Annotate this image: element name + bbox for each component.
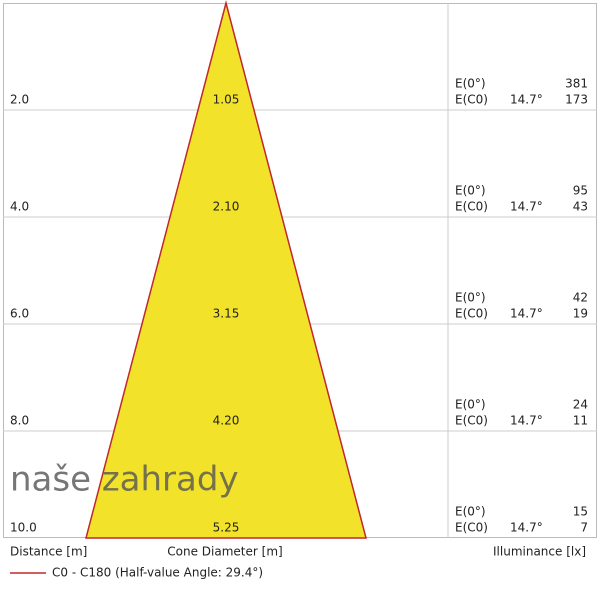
distance: 4.0	[10, 200, 29, 214]
footer-illuminance: Illuminance [lx]	[493, 545, 586, 559]
e0-label: E(0°)	[455, 77, 486, 91]
e0-label: E(0°)	[455, 505, 486, 519]
e0-label: E(0°)	[455, 184, 486, 198]
distance: 10.0	[10, 521, 37, 535]
ec0-label: E(C0)	[455, 521, 488, 535]
e0-value: 42	[573, 291, 588, 305]
angle: 14.7°	[510, 414, 543, 428]
diameter: 4.20	[213, 414, 240, 428]
angle: 14.7°	[510, 521, 543, 535]
distance: 8.0	[10, 414, 29, 428]
ec0-label: E(C0)	[455, 93, 488, 107]
ec0-value: 173	[565, 93, 588, 107]
ec0-label: E(C0)	[455, 307, 488, 321]
footer-distance: Distance [m]	[10, 545, 87, 559]
angle: 14.7°	[510, 307, 543, 321]
e0-label: E(0°)	[455, 291, 486, 305]
ec0-value: 11	[573, 414, 588, 428]
e0-value: 24	[573, 398, 588, 412]
ec0-label: E(C0)	[455, 414, 488, 428]
footer-diameter: Cone Diameter [m]	[167, 545, 282, 559]
legend-label: C0 - C180 (Half-value Angle: 29.4°)	[52, 566, 263, 580]
ec0-label: E(C0)	[455, 200, 488, 214]
distance: 2.0	[10, 93, 29, 107]
diameter: 3.15	[213, 307, 240, 321]
light-cone	[85, 0, 367, 539]
ec0-value: 43	[573, 200, 588, 214]
distance: 6.0	[10, 307, 29, 321]
diameter: 5.25	[213, 521, 240, 535]
angle: 14.7°	[510, 200, 543, 214]
e0-value: 15	[573, 505, 588, 519]
ec0-value: 19	[573, 307, 588, 321]
diameter: 2.10	[213, 200, 240, 214]
watermark: naše zahrady	[10, 460, 239, 500]
e0-label: E(0°)	[455, 398, 486, 412]
ec0-value: 7	[580, 521, 588, 535]
diameter: 1.05	[213, 93, 240, 107]
e0-value: 95	[573, 184, 588, 198]
angle: 14.7°	[510, 93, 543, 107]
e0-value: 381	[565, 77, 588, 91]
